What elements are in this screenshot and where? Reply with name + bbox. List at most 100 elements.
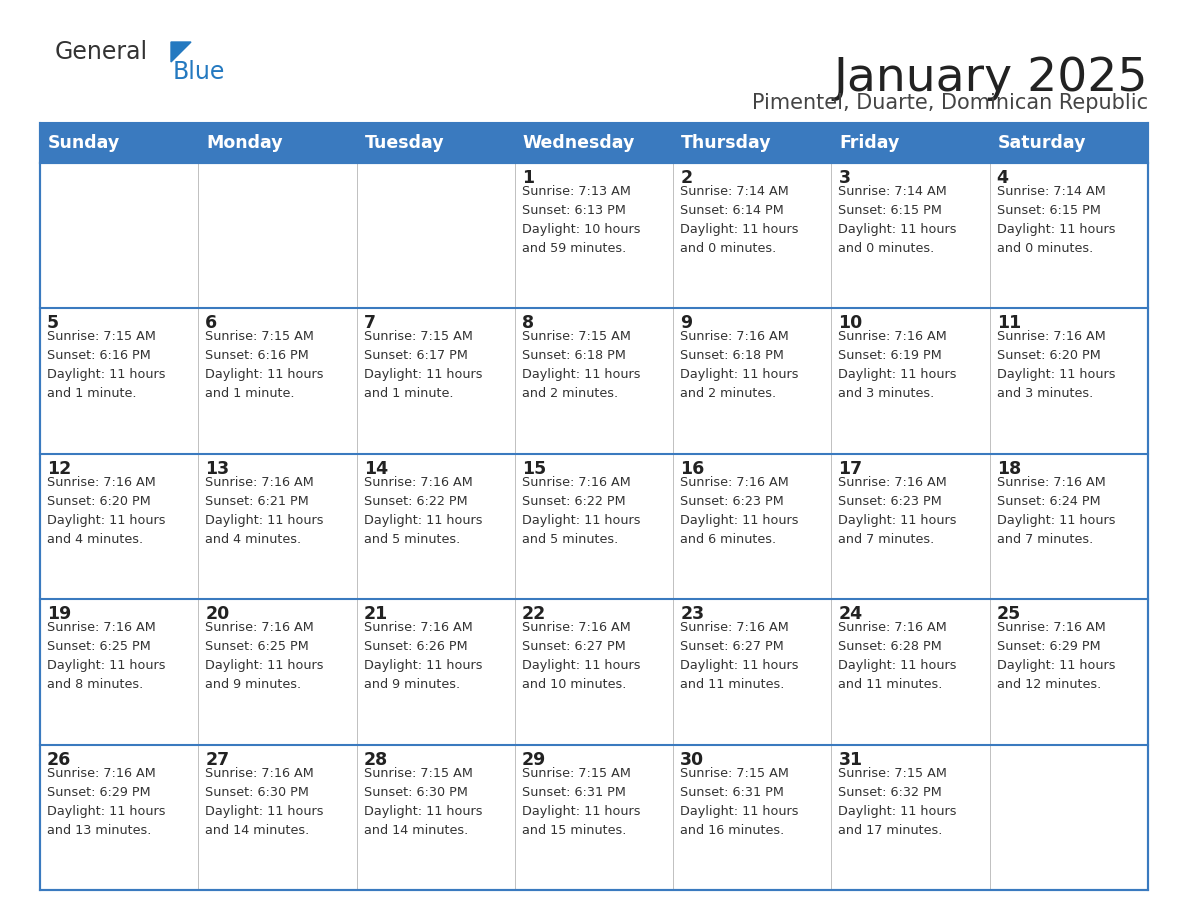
Text: Sunrise: 7:14 AM
Sunset: 6:15 PM
Daylight: 11 hours
and 0 minutes.: Sunrise: 7:14 AM Sunset: 6:15 PM Dayligh… [997, 185, 1116, 255]
Bar [990, 163, 1148, 308]
Text: Sunrise: 7:16 AM
Sunset: 6:22 PM
Daylight: 11 hours
and 5 minutes.: Sunrise: 7:16 AM Sunset: 6:22 PM Dayligh… [522, 476, 640, 546]
Text: Sunrise: 7:15 AM
Sunset: 6:18 PM
Daylight: 11 hours
and 2 minutes.: Sunrise: 7:15 AM Sunset: 6:18 PM Dayligh… [522, 330, 640, 400]
Text: 26: 26 [48, 751, 71, 768]
Text: 23: 23 [681, 605, 704, 623]
Bar [990, 599, 1148, 744]
Bar [356, 599, 514, 744]
Bar [40, 599, 198, 744]
Text: 27: 27 [206, 751, 229, 768]
Text: Monday: Monday [207, 134, 283, 152]
Text: 14: 14 [364, 460, 387, 477]
Text: Wednesday: Wednesday [523, 134, 636, 152]
Bar [198, 599, 356, 744]
Bar [514, 599, 674, 744]
Text: 8: 8 [522, 314, 533, 332]
Text: 21: 21 [364, 605, 387, 623]
Text: Sunrise: 7:16 AM
Sunset: 6:23 PM
Daylight: 11 hours
and 6 minutes.: Sunrise: 7:16 AM Sunset: 6:23 PM Dayligh… [681, 476, 798, 546]
Bar [356, 163, 514, 308]
Text: 25: 25 [997, 605, 1020, 623]
Bar [514, 163, 674, 308]
Bar [40, 123, 1148, 163]
Text: Sunrise: 7:16 AM
Sunset: 6:27 PM
Daylight: 11 hours
and 11 minutes.: Sunrise: 7:16 AM Sunset: 6:27 PM Dayligh… [681, 621, 798, 691]
Bar [674, 453, 832, 599]
Text: 9: 9 [681, 314, 693, 332]
Text: Sunrise: 7:16 AM
Sunset: 6:23 PM
Daylight: 11 hours
and 7 minutes.: Sunrise: 7:16 AM Sunset: 6:23 PM Dayligh… [839, 476, 956, 546]
Text: 18: 18 [997, 460, 1020, 477]
Text: Sunrise: 7:15 AM
Sunset: 6:31 PM
Daylight: 11 hours
and 16 minutes.: Sunrise: 7:15 AM Sunset: 6:31 PM Dayligh… [681, 767, 798, 836]
Bar [40, 453, 198, 599]
Bar [356, 744, 514, 890]
Text: Sunday: Sunday [48, 134, 120, 152]
Text: 11: 11 [997, 314, 1020, 332]
Text: Sunrise: 7:16 AM
Sunset: 6:22 PM
Daylight: 11 hours
and 5 minutes.: Sunrise: 7:16 AM Sunset: 6:22 PM Dayligh… [364, 476, 482, 546]
Bar [990, 453, 1148, 599]
Text: 15: 15 [522, 460, 546, 477]
Bar [832, 744, 990, 890]
Text: Sunrise: 7:16 AM
Sunset: 6:25 PM
Daylight: 11 hours
and 9 minutes.: Sunrise: 7:16 AM Sunset: 6:25 PM Dayligh… [206, 621, 324, 691]
Text: Sunrise: 7:15 AM
Sunset: 6:31 PM
Daylight: 11 hours
and 15 minutes.: Sunrise: 7:15 AM Sunset: 6:31 PM Dayligh… [522, 767, 640, 836]
Text: 13: 13 [206, 460, 229, 477]
Bar [356, 453, 514, 599]
Text: Sunrise: 7:16 AM
Sunset: 6:29 PM
Daylight: 11 hours
and 12 minutes.: Sunrise: 7:16 AM Sunset: 6:29 PM Dayligh… [997, 621, 1116, 691]
Text: 19: 19 [48, 605, 71, 623]
Text: 6: 6 [206, 314, 217, 332]
Bar [198, 308, 356, 453]
Text: Sunrise: 7:16 AM
Sunset: 6:19 PM
Daylight: 11 hours
and 3 minutes.: Sunrise: 7:16 AM Sunset: 6:19 PM Dayligh… [839, 330, 956, 400]
Text: 12: 12 [48, 460, 71, 477]
Bar [832, 308, 990, 453]
Text: 1: 1 [522, 169, 533, 187]
Text: 2: 2 [681, 169, 693, 187]
Text: Tuesday: Tuesday [365, 134, 444, 152]
Text: 5: 5 [48, 314, 59, 332]
Bar [198, 163, 356, 308]
Text: Sunrise: 7:16 AM
Sunset: 6:30 PM
Daylight: 11 hours
and 14 minutes.: Sunrise: 7:16 AM Sunset: 6:30 PM Dayligh… [206, 767, 324, 836]
Text: 30: 30 [681, 751, 704, 768]
Bar [832, 599, 990, 744]
Bar [40, 308, 198, 453]
Bar [674, 163, 832, 308]
Text: Sunrise: 7:15 AM
Sunset: 6:16 PM
Daylight: 11 hours
and 1 minute.: Sunrise: 7:15 AM Sunset: 6:16 PM Dayligh… [206, 330, 324, 400]
Text: 10: 10 [839, 314, 862, 332]
Bar [674, 744, 832, 890]
Text: Sunrise: 7:13 AM
Sunset: 6:13 PM
Daylight: 10 hours
and 59 minutes.: Sunrise: 7:13 AM Sunset: 6:13 PM Dayligh… [522, 185, 640, 255]
Text: Sunrise: 7:16 AM
Sunset: 6:20 PM
Daylight: 11 hours
and 3 minutes.: Sunrise: 7:16 AM Sunset: 6:20 PM Dayligh… [997, 330, 1116, 400]
Text: Sunrise: 7:16 AM
Sunset: 6:25 PM
Daylight: 11 hours
and 8 minutes.: Sunrise: 7:16 AM Sunset: 6:25 PM Dayligh… [48, 621, 165, 691]
Text: Saturday: Saturday [998, 134, 1086, 152]
Text: Sunrise: 7:14 AM
Sunset: 6:15 PM
Daylight: 11 hours
and 0 minutes.: Sunrise: 7:14 AM Sunset: 6:15 PM Dayligh… [839, 185, 956, 255]
Text: 29: 29 [522, 751, 546, 768]
Text: 28: 28 [364, 751, 387, 768]
Text: Thursday: Thursday [681, 134, 772, 152]
Text: 22: 22 [522, 605, 546, 623]
Bar [674, 308, 832, 453]
Text: Pimentel, Duarte, Dominican Republic: Pimentel, Duarte, Dominican Republic [752, 93, 1148, 113]
Bar [674, 599, 832, 744]
Text: Sunrise: 7:15 AM
Sunset: 6:32 PM
Daylight: 11 hours
and 17 minutes.: Sunrise: 7:15 AM Sunset: 6:32 PM Dayligh… [839, 767, 956, 836]
Text: Sunrise: 7:16 AM
Sunset: 6:28 PM
Daylight: 11 hours
and 11 minutes.: Sunrise: 7:16 AM Sunset: 6:28 PM Dayligh… [839, 621, 956, 691]
Bar [514, 308, 674, 453]
Text: Sunrise: 7:16 AM
Sunset: 6:27 PM
Daylight: 11 hours
and 10 minutes.: Sunrise: 7:16 AM Sunset: 6:27 PM Dayligh… [522, 621, 640, 691]
Text: Sunrise: 7:15 AM
Sunset: 6:16 PM
Daylight: 11 hours
and 1 minute.: Sunrise: 7:15 AM Sunset: 6:16 PM Dayligh… [48, 330, 165, 400]
Text: Sunrise: 7:16 AM
Sunset: 6:20 PM
Daylight: 11 hours
and 4 minutes.: Sunrise: 7:16 AM Sunset: 6:20 PM Dayligh… [48, 476, 165, 546]
Bar [832, 453, 990, 599]
Bar [514, 453, 674, 599]
Bar [356, 308, 514, 453]
Bar [990, 744, 1148, 890]
Text: Sunrise: 7:15 AM
Sunset: 6:17 PM
Daylight: 11 hours
and 1 minute.: Sunrise: 7:15 AM Sunset: 6:17 PM Dayligh… [364, 330, 482, 400]
Text: 16: 16 [681, 460, 704, 477]
Bar [990, 308, 1148, 453]
Text: 7: 7 [364, 314, 375, 332]
Bar [198, 744, 356, 890]
Text: 17: 17 [839, 460, 862, 477]
Bar [832, 163, 990, 308]
Text: Blue: Blue [173, 60, 226, 84]
Text: Sunrise: 7:16 AM
Sunset: 6:24 PM
Daylight: 11 hours
and 7 minutes.: Sunrise: 7:16 AM Sunset: 6:24 PM Dayligh… [997, 476, 1116, 546]
Text: Sunrise: 7:16 AM
Sunset: 6:29 PM
Daylight: 11 hours
and 13 minutes.: Sunrise: 7:16 AM Sunset: 6:29 PM Dayligh… [48, 767, 165, 836]
Polygon shape [171, 42, 191, 62]
Text: 24: 24 [839, 605, 862, 623]
Bar [198, 453, 356, 599]
Bar [40, 123, 1148, 890]
Text: 31: 31 [839, 751, 862, 768]
Text: Sunrise: 7:16 AM
Sunset: 6:21 PM
Daylight: 11 hours
and 4 minutes.: Sunrise: 7:16 AM Sunset: 6:21 PM Dayligh… [206, 476, 324, 546]
Text: January 2025: January 2025 [834, 56, 1148, 101]
Bar [514, 744, 674, 890]
